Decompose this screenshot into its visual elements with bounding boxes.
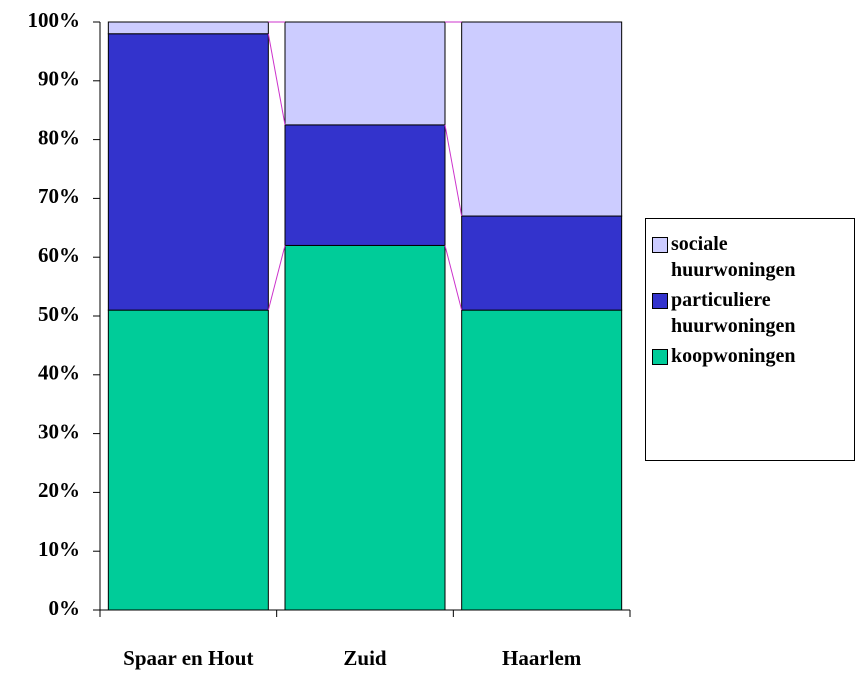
x-tick-label: Haarlem: [502, 646, 582, 670]
bar-segment: [107, 309, 269, 611]
series-line: [444, 124, 463, 217]
legend-swatch: [652, 349, 668, 365]
bar-segment: [107, 33, 269, 311]
y-tick-label: 0%: [49, 596, 81, 620]
series-line: [267, 33, 286, 125]
bar-segment: [284, 244, 446, 611]
legend-item: particuliere huurwoningen: [652, 287, 850, 339]
legend-swatch: [652, 293, 668, 309]
y-tick-label: 30%: [38, 419, 80, 443]
y-tick-label: 80%: [38, 125, 80, 149]
x-tick-label: Zuid: [343, 646, 387, 670]
y-tick-label: 100%: [28, 8, 81, 32]
legend-label: koopwoningen: [671, 345, 796, 367]
x-tick-label: Spaar en Hout: [123, 646, 253, 670]
legend: sociale huurwoningen particuliere huurwon…: [645, 218, 855, 461]
series-line: [267, 245, 286, 311]
y-tick-label: 70%: [38, 184, 80, 208]
y-tick-label: 50%: [38, 302, 80, 326]
legend-item: koopwoningen: [652, 343, 850, 369]
bar-segment: [461, 309, 623, 611]
bar-segment: [107, 21, 269, 35]
bar-segment: [284, 21, 446, 126]
bar-segment: [461, 21, 623, 217]
legend-label: particuliere huurwoningen: [671, 289, 796, 337]
y-tick-label: 40%: [38, 361, 80, 385]
bar-segment: [461, 215, 623, 311]
y-tick-label: 90%: [38, 67, 80, 91]
legend-swatch: [652, 237, 668, 253]
y-tick-label: 20%: [38, 478, 80, 502]
bar-segment: [284, 124, 446, 246]
y-tick-label: 60%: [38, 243, 80, 267]
legend-item: sociale huurwoningen: [652, 231, 850, 283]
y-tick-label: 10%: [38, 537, 80, 561]
legend-label: sociale huurwoningen: [671, 233, 796, 281]
series-line: [444, 245, 463, 311]
